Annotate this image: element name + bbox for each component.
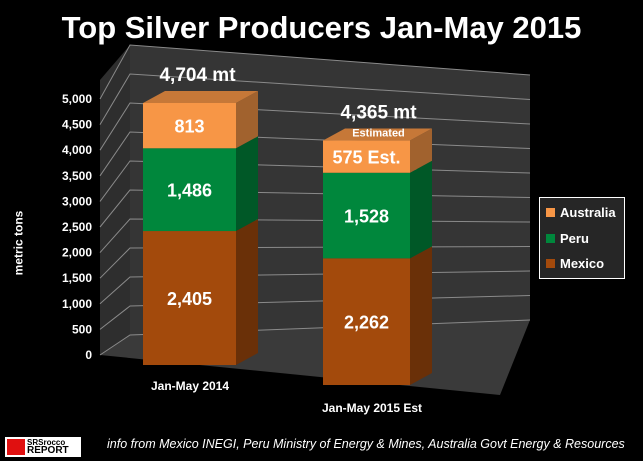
y-tick-label: 1,000 <box>62 297 92 311</box>
y-tick-label: 4,500 <box>62 118 92 132</box>
y-tick-label: 2,500 <box>62 220 92 234</box>
y-tick-label: 5,000 <box>62 92 92 106</box>
legend-item-mexico: Mexico <box>546 256 604 271</box>
legend-swatch <box>546 234 555 243</box>
y-tick-label: 500 <box>72 322 92 336</box>
data-label: 1,486 <box>167 181 212 201</box>
side-wall <box>100 45 130 355</box>
bar-top <box>323 128 432 141</box>
bar-peru <box>323 172 410 259</box>
bar-side-peru <box>236 136 258 232</box>
bar-australia <box>323 140 410 173</box>
y-axis-label: metric tons <box>11 210 26 276</box>
legend-swatch <box>546 259 555 268</box>
y-tick-label: 3,000 <box>62 194 92 208</box>
bar-side-peru <box>410 160 432 259</box>
data-label: 2,262 <box>344 313 389 333</box>
bar-side-mexico <box>410 246 432 385</box>
logo-mark <box>7 439 25 455</box>
legend-item-peru: Peru <box>546 231 589 246</box>
gridline <box>99 102 531 151</box>
total-label: 4,704 mt <box>159 65 236 86</box>
bar-side-australia <box>410 128 432 173</box>
x-tick-label: Jan-May 2015 Est <box>322 401 422 415</box>
bar-mexico <box>323 258 410 385</box>
legend-label: Mexico <box>560 256 605 271</box>
bar-mexico <box>143 231 236 365</box>
legend-item-australia: Australia <box>546 205 616 220</box>
bar-top <box>143 90 258 103</box>
x-tick-label: Jan-May 2014 <box>151 379 229 393</box>
gridline <box>99 44 531 100</box>
bar-australia <box>143 102 236 149</box>
source-note: info from Mexico INEGI, Peru Ministry of… <box>107 437 625 451</box>
legend-swatch <box>546 208 555 217</box>
chart-title: Top Silver Producers Jan-May 2015 <box>61 10 582 45</box>
data-label: 813 <box>174 117 204 137</box>
data-label: 1,528 <box>344 207 389 227</box>
y-tick-label: 1,500 <box>62 271 92 285</box>
bar-side-australia <box>236 90 258 149</box>
srsrocco-logo: SRSrocco REPORT <box>5 437 81 457</box>
y-tick-label: 2,000 <box>62 246 92 260</box>
logo-line2: REPORT <box>27 445 69 456</box>
y-tick-label: 0 <box>85 348 92 362</box>
total-label: 4,365 mt <box>340 103 417 124</box>
legend-label: Peru <box>560 231 589 246</box>
bar-side-mexico <box>236 219 258 365</box>
data-label: 575 Est. <box>332 148 400 168</box>
y-tick-label: 3,500 <box>62 169 92 183</box>
bar-peru <box>143 148 236 232</box>
data-label: 2,405 <box>167 289 212 309</box>
y-tick-label: 4,000 <box>62 143 92 157</box>
legend-label: Australia <box>560 205 616 220</box>
legend: Australia Peru Mexico <box>539 197 625 279</box>
total-note: Estimated <box>352 128 405 140</box>
logo-line1: SRSrocco <box>27 438 66 447</box>
gridline <box>99 73 531 125</box>
